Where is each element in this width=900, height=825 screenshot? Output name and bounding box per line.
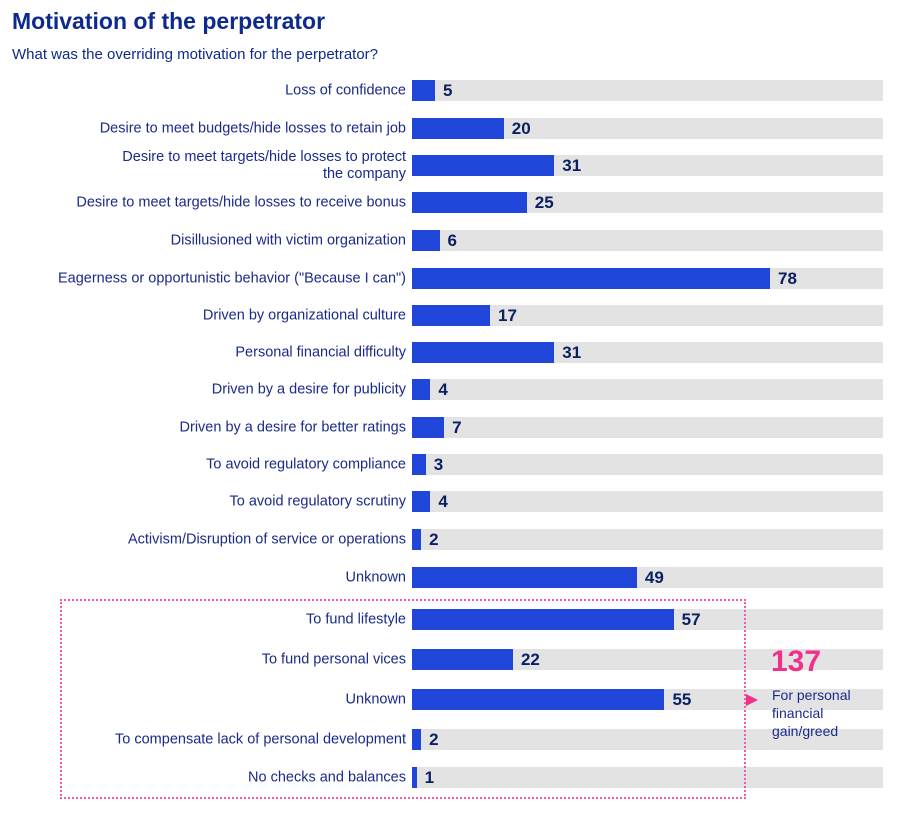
bar-row: Personal financial difficulty 31 [0, 342, 900, 364]
bar [412, 192, 527, 213]
bar-track [412, 118, 883, 139]
bar-row: Eagerness or opportunistic behavior ("Be… [0, 268, 900, 290]
value-label: 49 [644, 568, 664, 587]
category-label: Desire to meet budgets/hide losses to re… [99, 120, 406, 137]
category-label: To compensate lack of personal developme… [115, 731, 406, 748]
bar-row: To compensate lack of personal developme… [0, 729, 900, 751]
category-label: Personal financial difficulty [235, 344, 406, 361]
bar-track [412, 491, 883, 512]
category-label: Eagerness or opportunistic behavior ("Be… [57, 270, 406, 287]
bar-track [412, 417, 883, 438]
bar [412, 155, 555, 176]
bar-row: Unknown 49 [0, 567, 900, 589]
category-label: Desire to meet targets/hide losses to pr… [122, 149, 406, 182]
value-label: 31 [562, 343, 582, 362]
category-label: To avoid regulatory compliance [206, 456, 406, 473]
value-label: 20 [511, 119, 531, 138]
value-label: 5 [442, 81, 453, 100]
bar [412, 609, 674, 630]
bar [412, 454, 426, 475]
bar-track [412, 729, 883, 750]
chart-subtitle: What was the overriding motivation for t… [12, 46, 379, 63]
chart-title: Motivation of the perpetrator [12, 8, 326, 34]
bar [412, 80, 435, 101]
category-label: Driven by a desire for better ratings [179, 419, 406, 436]
bar [412, 417, 445, 438]
category-label: Unknown [345, 569, 406, 586]
bar [412, 529, 422, 550]
category-label: To avoid regulatory scrutiny [229, 493, 407, 510]
bar-row: Unknown 55 [0, 689, 900, 711]
bar [412, 689, 665, 710]
bar-row: To fund lifestyle 57 [0, 609, 900, 631]
bar-row: No checks and balances 1 [0, 767, 900, 789]
bar [412, 268, 771, 289]
bar-row: Desire to meet budgets/hide losses to re… [0, 118, 900, 140]
bar [412, 567, 637, 588]
arrow-right-icon [746, 694, 758, 706]
value-label: 4 [438, 380, 448, 399]
bar-row: Activism/Disruption of service or operat… [0, 529, 900, 551]
category-label: Unknown [345, 691, 406, 708]
category-label: Activism/Disruption of service or operat… [127, 531, 406, 548]
bar-row: Loss of confidence 5 [0, 80, 900, 102]
category-label: Driven by a desire for publicity [211, 381, 406, 398]
value-label: 4 [438, 492, 448, 511]
bar [412, 767, 417, 788]
bar [412, 729, 422, 750]
value-label: 7 [452, 418, 462, 437]
value-label: 3 [433, 455, 444, 474]
value-label: 78 [778, 269, 797, 288]
annotation-value: 137 [771, 645, 822, 678]
category-label: Loss of confidence [285, 82, 406, 99]
bar-track [412, 80, 883, 101]
category-label: Disillusioned with victim organization [170, 232, 406, 249]
category-label: To fund personal vices [261, 651, 406, 668]
bar-row: To avoid regulatory scrutiny 4 [0, 491, 900, 513]
value-label: 6 [447, 231, 457, 250]
value-label: 2 [429, 730, 439, 749]
bar [412, 491, 431, 512]
bar-track [412, 305, 883, 326]
bar-row: Desire to meet targets/hide losses to pr… [0, 149, 900, 182]
highlight-group-box [60, 599, 746, 799]
bar-row: Driven by a desire for better ratings 7 [0, 417, 900, 439]
bar-track [412, 454, 883, 475]
category-label: Desire to meet targets/hide losses to re… [76, 194, 406, 211]
bar-row: Driven by a desire for publicity 4 [0, 379, 900, 401]
bar [412, 342, 555, 363]
category-label: To fund lifestyle [306, 611, 406, 628]
bar [412, 230, 440, 251]
value-label: 57 [681, 610, 701, 629]
bar-row: Disillusioned with victim organization 6 [0, 230, 900, 252]
value-label: 25 [534, 193, 554, 212]
value-label: 22 [520, 650, 540, 669]
bar-track [412, 192, 883, 213]
value-label: 55 [672, 690, 692, 709]
bar [412, 305, 491, 326]
value-label: 2 [429, 530, 439, 549]
value-label: 31 [562, 156, 582, 175]
bar [412, 118, 504, 139]
category-label: Driven by organizational culture [202, 307, 406, 324]
bar-row: To fund personal vices 22 [0, 649, 900, 671]
bar-row: To avoid regulatory compliance 3 [0, 454, 900, 476]
bar-row: Driven by organizational culture 17 [0, 305, 900, 327]
bar-track [412, 767, 883, 788]
bar-track [412, 529, 883, 550]
category-label: No checks and balances [248, 769, 406, 786]
value-label: 17 [498, 306, 517, 325]
annotation-text: For personal financial gain/greed [772, 687, 851, 739]
bar [412, 649, 513, 670]
bar-track [412, 379, 883, 400]
bar-row: Desire to meet targets/hide losses to re… [0, 192, 900, 214]
value-label: 1 [424, 768, 435, 787]
bar-track [412, 230, 883, 251]
bar-track [412, 649, 883, 670]
bar [412, 379, 431, 400]
